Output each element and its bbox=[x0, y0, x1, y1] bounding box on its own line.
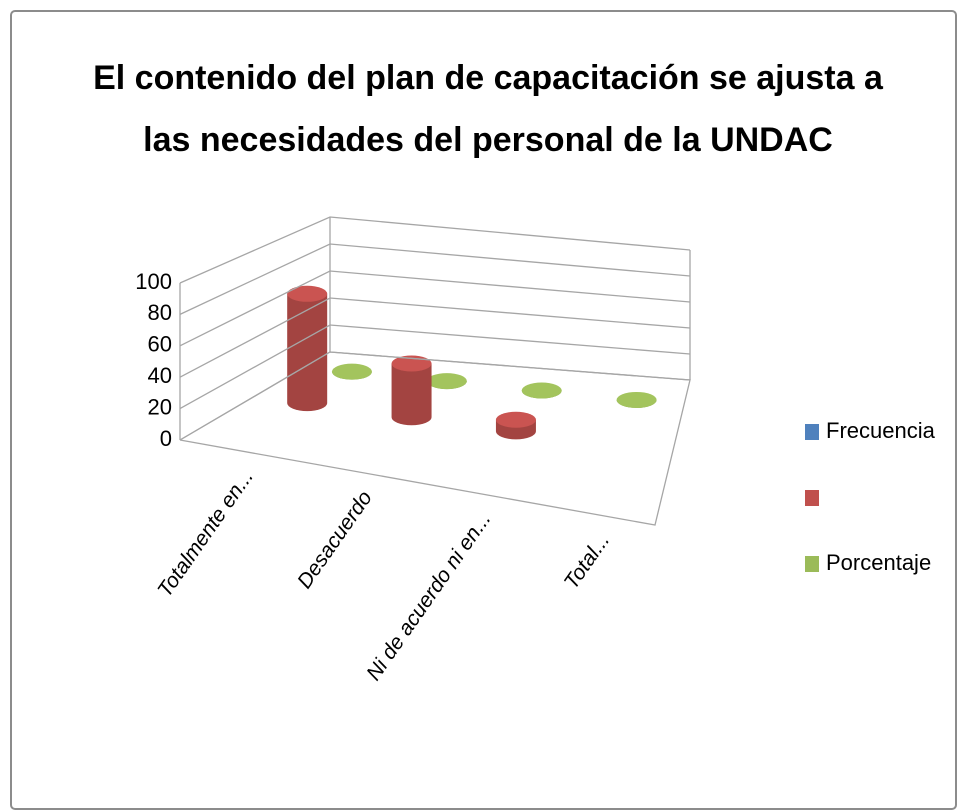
bar bbox=[495, 411, 536, 440]
bar-top bbox=[495, 411, 536, 428]
chart-border bbox=[10, 10, 957, 810]
legend-swatch bbox=[805, 424, 819, 440]
chart-title: El contenido del plan de capacitación se… bbox=[93, 59, 884, 97]
bar-top bbox=[331, 363, 372, 380]
y-tick-label: 20 bbox=[148, 394, 172, 419]
bar bbox=[521, 382, 562, 399]
y-tick-label: 40 bbox=[148, 363, 172, 388]
chart-title: las necesidades del personal de la UNDAC bbox=[143, 121, 833, 159]
bar-top bbox=[287, 285, 328, 302]
plot-area bbox=[287, 285, 657, 440]
bar bbox=[616, 391, 657, 408]
bar-top bbox=[616, 391, 657, 408]
grid-line bbox=[179, 216, 691, 284]
y-tick-label: 80 bbox=[148, 300, 172, 325]
bar bbox=[426, 373, 467, 390]
grid-line bbox=[179, 243, 691, 315]
grid-line bbox=[179, 297, 691, 378]
legend-swatch bbox=[805, 556, 819, 572]
grid-line bbox=[179, 270, 691, 347]
bar-top bbox=[521, 382, 562, 399]
y-tick-label: 60 bbox=[148, 332, 172, 357]
bar-body bbox=[391, 363, 432, 426]
bar bbox=[287, 285, 328, 412]
bar bbox=[331, 363, 372, 380]
legend-label: Porcentaje bbox=[826, 550, 931, 575]
bar bbox=[391, 355, 432, 426]
y-tick-label: 100 bbox=[135, 269, 172, 294]
grid-line bbox=[179, 351, 691, 441]
legend-label: Frecuencia bbox=[826, 418, 936, 443]
grid-line bbox=[179, 324, 691, 410]
bar-body bbox=[287, 293, 328, 412]
legend-swatch bbox=[805, 490, 819, 506]
y-tick-label: 0 bbox=[160, 426, 172, 451]
bar-top bbox=[426, 373, 467, 390]
